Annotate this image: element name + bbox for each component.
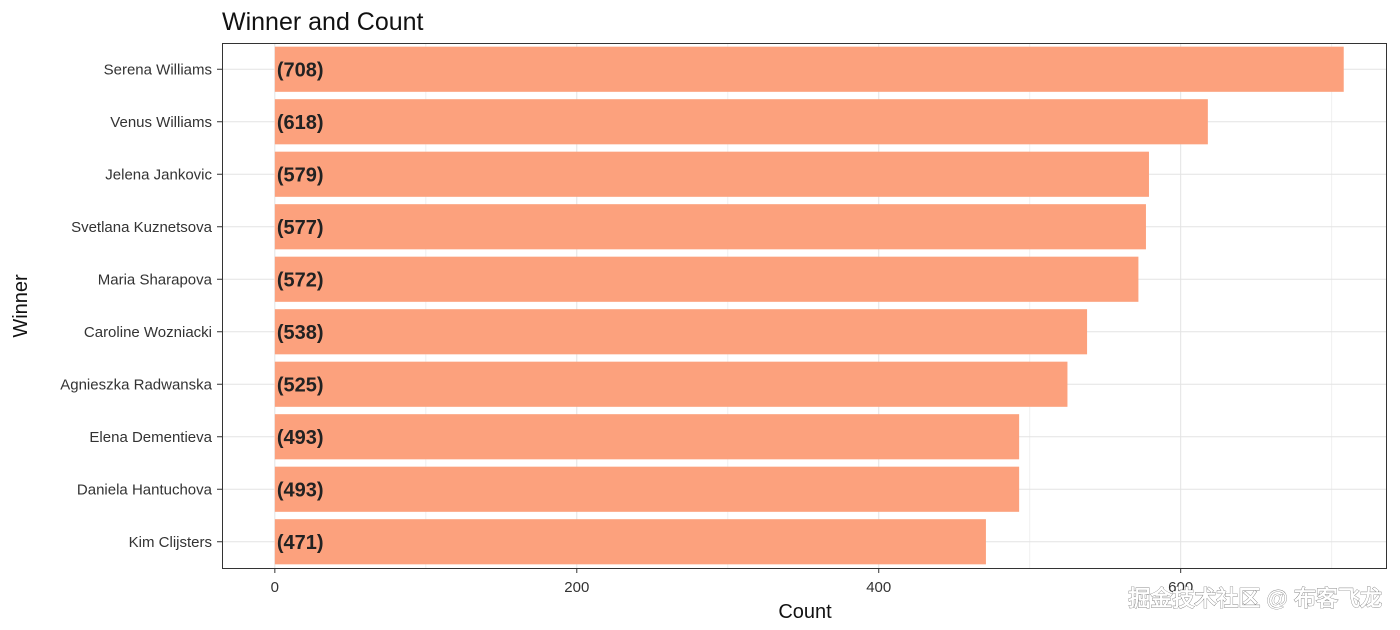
chart-title: Winner and Count [222, 8, 424, 36]
y-axis-title: Winner [10, 274, 32, 338]
bar-value-label: (577) [277, 217, 324, 239]
bar-value-label: (493) [277, 427, 324, 449]
bar-value-label: (579) [277, 164, 324, 186]
x-tick-label: 0 [271, 579, 279, 596]
x-axis-ticks: 0 200 400 600 [271, 568, 1193, 596]
x-tick-label: 600 [1168, 579, 1193, 596]
y-axis-ticks: Serena Williams Venus Williams Jelena Jank… [60, 61, 222, 551]
x-tick-label: 400 [866, 579, 891, 596]
bar [274, 309, 1088, 355]
y-tick-label: Venus Williams [110, 114, 212, 131]
y-tick-label: Daniela Hantuchova [77, 481, 213, 498]
watermark-text: 掘金技术社区 @ 布客飞龙 [1128, 586, 1382, 611]
y-tick-label: Elena Dementieva [89, 429, 212, 446]
bar [274, 256, 1139, 302]
bar [274, 204, 1146, 250]
bar-value-label: (618) [277, 112, 324, 134]
x-axis-title: Count [778, 601, 832, 623]
bar-value-label: (572) [277, 269, 324, 291]
bar-value-label: (471) [277, 532, 324, 554]
bar [274, 361, 1068, 407]
y-tick-label: Kim Clijsters [129, 534, 212, 551]
y-tick-label: Agnieszka Radwanska [60, 376, 212, 393]
bar-value-label: (493) [277, 479, 324, 501]
x-tick-label: 200 [564, 579, 589, 596]
bars [274, 46, 1344, 565]
y-tick-label: Caroline Wozniacki [84, 324, 212, 341]
bar [274, 466, 1020, 512]
y-tick-label: Svetlana Kuznetsova [71, 219, 213, 236]
bar [274, 151, 1149, 197]
bar [274, 46, 1344, 92]
bar [274, 99, 1208, 145]
bar-value-label: (708) [277, 59, 324, 81]
y-tick-label: Maria Sharapova [98, 271, 213, 288]
bar [274, 519, 986, 565]
bar-value-label: (538) [277, 322, 324, 344]
bar-value-label: (525) [277, 374, 324, 396]
data-labels: (708) (618) (579) (577) (572) (538) (525) (493)… [277, 59, 324, 554]
y-tick-label: Jelena Jankovic [105, 166, 212, 183]
bar [274, 414, 1020, 460]
y-tick-label: Serena Williams [104, 61, 212, 78]
plot-panel-border [222, 43, 1387, 569]
